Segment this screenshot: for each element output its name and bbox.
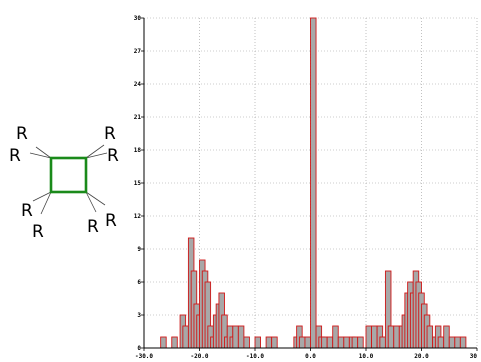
bond-bottom-right-2	[85, 191, 106, 206]
substituent-label: R	[107, 146, 119, 166]
histogram-bar	[459, 336, 467, 349]
histogram-bar	[271, 336, 278, 349]
cyclobutane-ring	[49, 156, 88, 194]
histogram-bar	[379, 336, 386, 349]
histogram-bar	[243, 336, 250, 349]
histogram-bar	[448, 336, 456, 349]
histogram-bar	[232, 325, 239, 349]
x-tick-label: -10.0	[246, 353, 264, 360]
substituent-label: R	[21, 201, 33, 221]
x-tick-label: 0.0	[305, 353, 316, 360]
histogram-bar	[237, 325, 245, 349]
histogram-bar	[357, 336, 364, 349]
substituent-label: R	[104, 124, 116, 144]
histogram-bar	[343, 336, 350, 349]
histogram-bar	[298, 336, 306, 349]
bond-top-right-2	[85, 152, 108, 159]
bond-bottom-left-1	[32, 191, 52, 202]
substituent-label: R	[16, 124, 28, 144]
histogram-bar	[387, 325, 395, 349]
histogram-bar	[393, 325, 400, 349]
histogram-bar	[310, 17, 317, 349]
histogram-bar	[332, 325, 339, 349]
y-tick-label: 30	[134, 15, 142, 22]
x-axis-ticks: -30.0 -20.0 -10.0 0.0 10.0 20.0 30	[135, 348, 478, 360]
histogram-bar	[171, 336, 178, 349]
x-tick-label: -30.0	[135, 353, 153, 360]
histogram-bar	[254, 336, 262, 349]
y-axis-ticks: 0 3 6 9 12 15 18 21 24 27 30	[134, 15, 144, 352]
histogram-bar	[443, 325, 450, 349]
bond-bottom-left-2	[40, 191, 52, 215]
substituent-label: R	[32, 222, 44, 242]
histogram-bar	[426, 325, 434, 349]
histogram-bar	[182, 325, 189, 349]
bond-bottom-right-1	[85, 191, 97, 213]
histogram-bar	[454, 336, 461, 349]
histogram-bar	[371, 325, 378, 349]
y-tick-label: 12	[134, 213, 142, 220]
histogram-bars	[160, 17, 467, 349]
histogram-bar	[265, 336, 273, 349]
x-tick-label: 30	[470, 353, 478, 360]
histogram-bar	[437, 336, 445, 349]
y-tick-label: 18	[134, 147, 142, 154]
molecule-bonds	[29, 144, 108, 215]
histogram-bar	[351, 336, 359, 349]
y-tick-label: 15	[134, 180, 142, 187]
x-tick-label: -20.0	[190, 353, 208, 360]
bond-top-right-1	[85, 144, 105, 159]
molecule-diagram: R R R R R R R R	[9, 124, 119, 242]
x-tick-label: 20.0	[414, 353, 429, 360]
substituent-label: R	[87, 217, 99, 237]
histogram-bar	[321, 336, 328, 349]
bond-top-left-1	[35, 146, 52, 159]
x-tick-label: 10.0	[359, 353, 374, 360]
y-tick-label: 0	[137, 345, 141, 352]
y-tick-label: 6	[137, 279, 141, 286]
histogram-bar	[326, 336, 334, 349]
substituent-label: R	[9, 146, 21, 166]
histogram-bar	[304, 336, 311, 349]
y-tick-label: 3	[137, 312, 141, 319]
histogram-bar	[337, 336, 345, 349]
substituent-label: R	[105, 211, 117, 231]
y-tick-label: 9	[137, 246, 141, 253]
y-tick-label: 21	[134, 114, 142, 121]
y-tick-label: 27	[134, 48, 142, 55]
bond-top-left-2	[29, 152, 52, 159]
y-tick-label: 24	[134, 81, 142, 88]
histogram-bar	[160, 336, 167, 349]
histogram-bar	[365, 325, 373, 349]
